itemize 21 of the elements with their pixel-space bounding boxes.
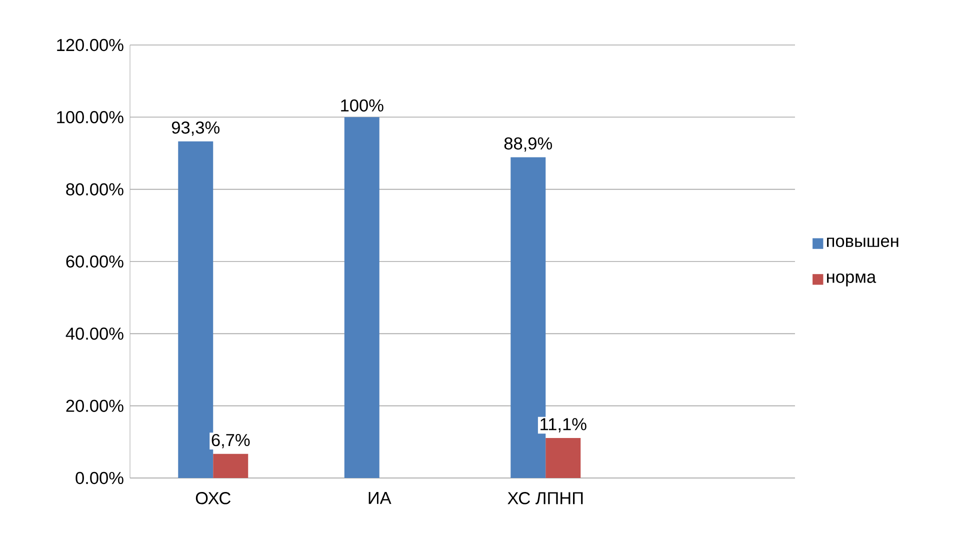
y-tick-label: 0.00% — [76, 472, 124, 484]
data-label: 93,3% — [172, 121, 220, 136]
y-tick-label: 80.00% — [66, 183, 124, 196]
y-tick-label: 40.00% — [66, 328, 124, 340]
data-label: 6,7% — [212, 434, 250, 448]
y-tick-label: 60.00% — [66, 255, 124, 268]
bar — [546, 438, 581, 478]
y-tick-label: 20.00% — [66, 400, 124, 412]
data-label: 88,9% — [504, 137, 552, 152]
y-tick-label: 100.00% — [57, 111, 124, 124]
data-label: 11,1% — [540, 418, 586, 432]
legend-label: норма — [827, 273, 876, 286]
bar — [178, 141, 214, 478]
y-tick-label: 120.00% — [57, 38, 124, 52]
x-tick-label: ИА — [368, 492, 392, 504]
x-tick-label: ХС ЛПНП — [508, 492, 583, 504]
bar — [213, 454, 248, 478]
bar — [344, 117, 380, 478]
x-tick-label: ОХС — [196, 492, 231, 504]
legend-label: повышен — [827, 238, 898, 248]
data-label: 100% — [341, 99, 384, 112]
